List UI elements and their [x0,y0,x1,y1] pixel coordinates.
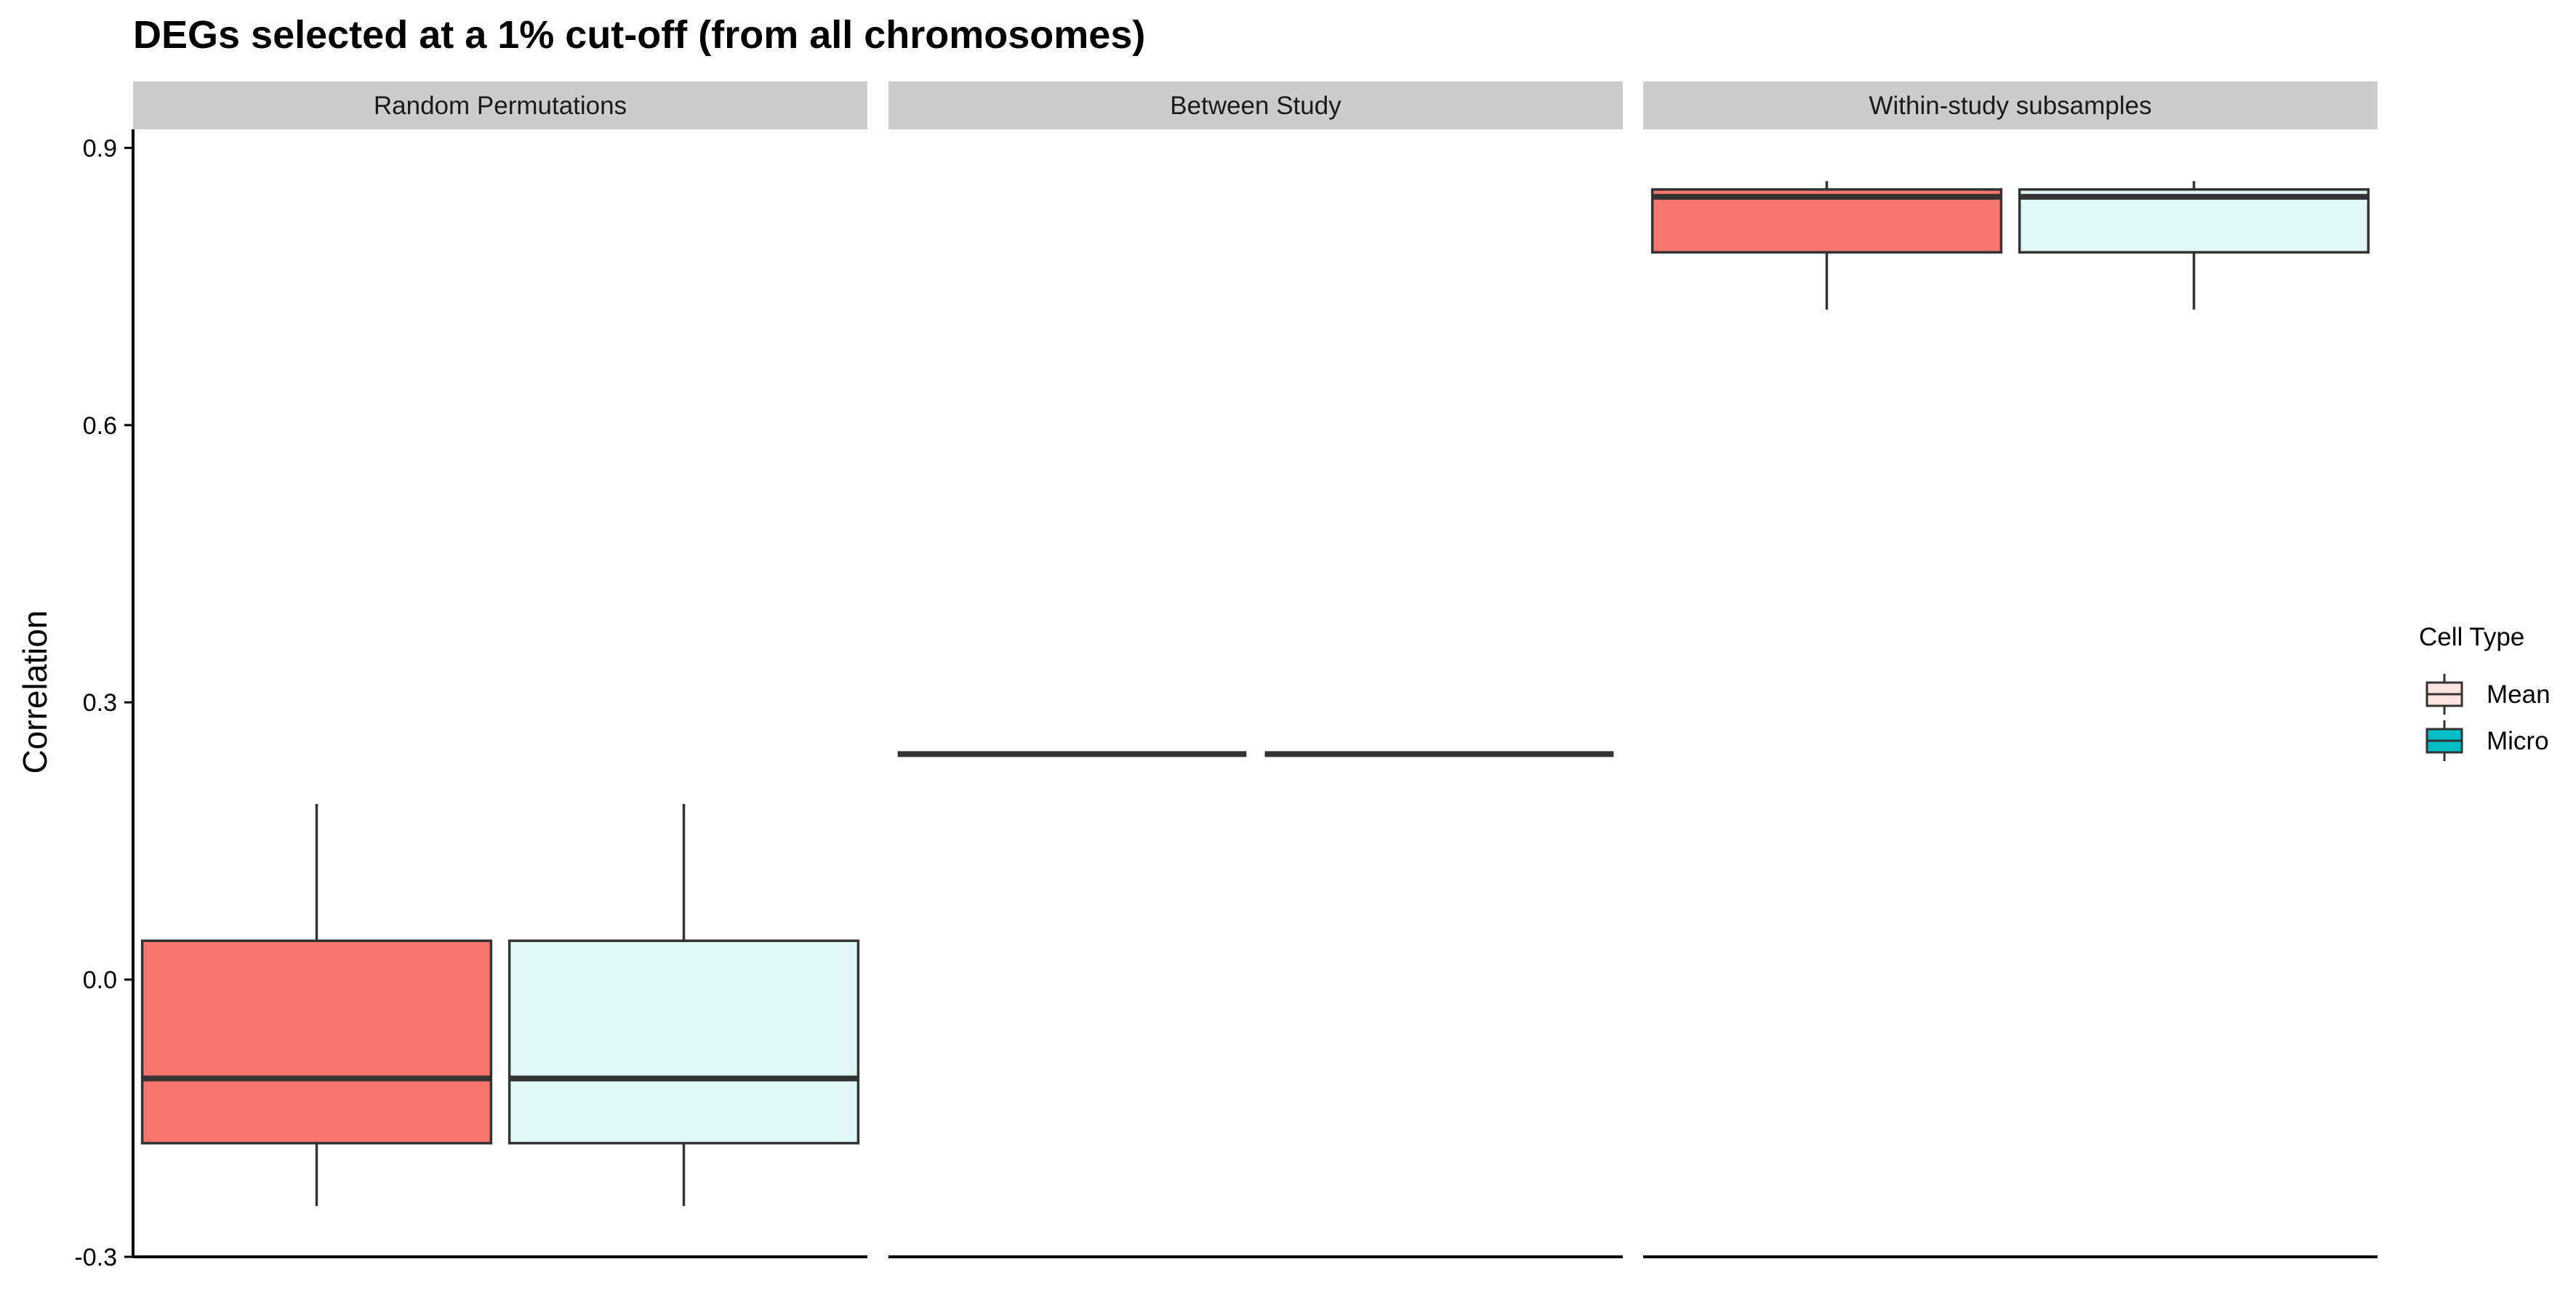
facet-strip-label: Random Permutations [374,92,627,120]
box-micro [2018,181,2370,310]
legend-label: Micro [2487,727,2549,755]
y-axis: -0.3 0.0 0.3 0.6 0.9 [74,129,135,1271]
facet-strip [133,81,867,129]
legend-title: Cell Type [2419,623,2524,651]
facet-strip [1643,81,2378,129]
box-micro [507,804,860,1207]
y-axis-label: Correlation [16,611,54,774]
y-tick-label: 0.6 [83,412,117,440]
box-mean [140,804,493,1207]
y-tick-label: 0.3 [83,689,117,717]
facets: Random Permutations Between Study Within-s… [133,81,2378,1258]
legend-entry-mean: Mean [2425,674,2551,715]
facet-strip-label: Within-study subsamples [1869,92,2151,120]
chart-title: DEGs selected at a 1% cut-off (from all … [133,13,1145,57]
legend-entry-micro: Micro [2425,720,2549,761]
facet-strip-label: Between Study [1170,92,1341,120]
y-tick-label: -0.3 [74,1244,117,1271]
box-mean [1650,181,2003,310]
legend: Cell Type Mean Micro [2419,623,2551,761]
facet-panel: Random Permutations [133,81,867,1258]
box-body [507,939,860,1145]
box-body [140,939,493,1145]
facet-strip [888,81,1623,129]
box-body [1650,188,2003,254]
legend-label: Mean [2487,680,2551,709]
box-body [2018,188,2370,254]
facet-panel: Between Study [888,81,1623,1258]
y-tick-label: 0.9 [83,134,117,162]
y-tick-label: 0.0 [83,967,117,994]
facet-panel: Within-study subsamples [1643,81,2378,1258]
